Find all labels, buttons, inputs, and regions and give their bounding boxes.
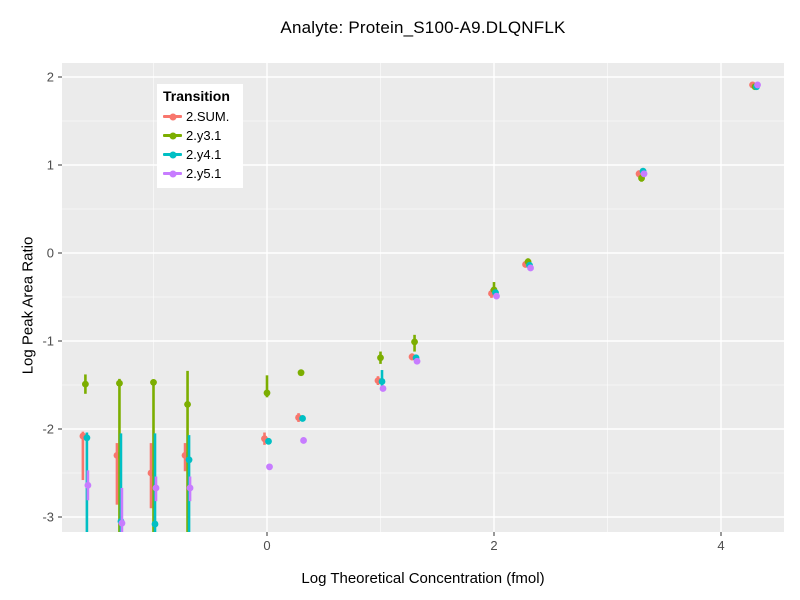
y-axis-label: Log Peak Area Ratio	[19, 236, 37, 375]
x-tick-label: 4	[717, 538, 724, 553]
data-point	[413, 357, 421, 365]
data-point	[186, 484, 194, 492]
data-point	[299, 415, 306, 422]
data-point	[185, 456, 193, 464]
legend-label: 2.SUM.	[186, 109, 230, 124]
legend-title: Transition	[163, 88, 230, 104]
legend-marker-icon	[163, 172, 182, 175]
legend-label: 2.y4.1	[186, 147, 222, 162]
data-layer	[79, 81, 761, 532]
data-point	[300, 437, 307, 444]
data-point	[150, 378, 157, 386]
y-tick-label: 2	[47, 70, 54, 85]
data-point	[83, 434, 91, 442]
x-tick-label: 2	[490, 538, 497, 553]
data-point	[84, 481, 92, 489]
data-point	[118, 519, 126, 527]
data-point	[411, 338, 418, 346]
legend-item: 2.y4.1	[163, 145, 237, 164]
x-axis-label: Log Theoretical Concentration (fmol)	[301, 570, 545, 587]
data-point	[152, 484, 160, 492]
legend-marker-icon	[163, 134, 182, 137]
data-point	[266, 463, 273, 471]
y-tick-label: -3	[42, 510, 54, 525]
y-tick-label: 0	[47, 246, 54, 261]
y-tick-label: -2	[42, 422, 54, 437]
legend-label: 2.y3.1	[186, 128, 222, 143]
data-point	[151, 520, 159, 528]
data-point	[116, 379, 123, 387]
data-point	[377, 354, 384, 362]
data-point	[184, 400, 191, 408]
x-tick-label: 0	[263, 538, 270, 553]
y-tick-label: -1	[42, 334, 54, 349]
data-point	[265, 437, 272, 445]
legend-item: 2.y3.1	[163, 126, 237, 145]
legend-label: 2.y5.1	[186, 166, 222, 181]
data-point	[754, 81, 761, 89]
legend-item: 2.y5.1	[163, 164, 237, 183]
data-point	[379, 385, 387, 392]
y-tick-label: 1	[47, 158, 54, 173]
legend: Transition 2.SUM. 2.y3.1 2.y4.1 2.y5.1	[157, 84, 243, 188]
data-point	[263, 389, 271, 397]
legend-marker-icon	[163, 115, 182, 118]
legend-item: 2.SUM.	[163, 107, 237, 126]
data-point	[493, 292, 500, 300]
data-point	[527, 264, 534, 272]
legend-marker-icon	[163, 153, 182, 156]
chart-title: Analyte: Protein_S100-A9.DLQNFLK	[280, 18, 566, 37]
data-point	[82, 380, 89, 388]
data-point	[640, 170, 648, 178]
data-point	[297, 369, 305, 377]
data-point	[378, 378, 386, 385]
